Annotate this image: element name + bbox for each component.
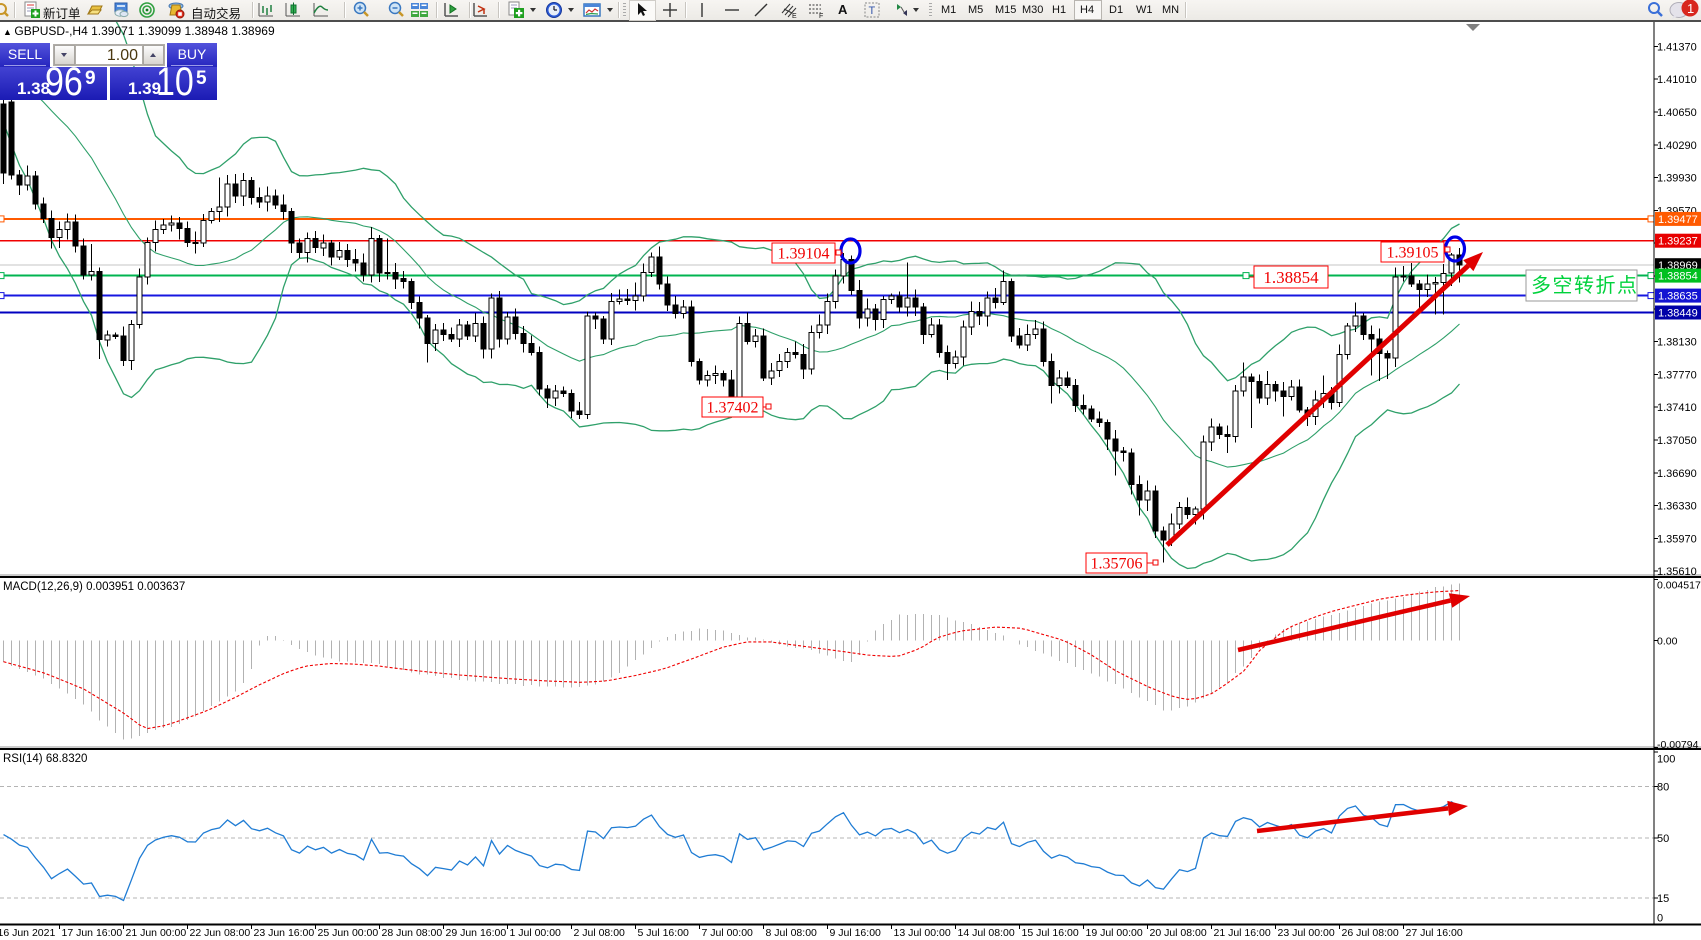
svg-text:9 Jul 16:00: 9 Jul 16:00 <box>830 927 882 939</box>
svg-text:1.35970: 1.35970 <box>1657 533 1697 545</box>
svg-text:23 Jun 16:00: 23 Jun 16:00 <box>254 927 315 939</box>
svg-text:1.39237: 1.39237 <box>1658 236 1698 248</box>
svg-text:8 Jul 08:00: 8 Jul 08:00 <box>766 927 818 939</box>
svg-text:1: 1 <box>1687 1 1694 16</box>
svg-text:23 Jul 00:00: 23 Jul 00:00 <box>1278 927 1335 939</box>
svg-text:1.39105: 1.39105 <box>1387 244 1439 261</box>
svg-text:29 Jun 16:00: 29 Jun 16:00 <box>446 927 507 939</box>
svg-text:1.36330: 1.36330 <box>1657 501 1697 513</box>
svg-text:13 Jul 00:00: 13 Jul 00:00 <box>894 927 951 939</box>
svg-text:1.35706: 1.35706 <box>1091 555 1143 572</box>
svg-text:▲ GBPUSD-,H4 1.39071 1.39099: ▲ GBPUSD-,H4 1.39071 1.39099 1.38948 1.3… <box>3 24 275 38</box>
svg-text:20 Jul 08:00: 20 Jul 08:00 <box>1150 927 1207 939</box>
svg-text:1.37770: 1.37770 <box>1657 369 1697 381</box>
svg-text:26 Jul 08:00: 26 Jul 08:00 <box>1342 927 1399 939</box>
svg-text:F: F <box>819 13 823 19</box>
svg-text:15: 15 <box>1657 893 1669 905</box>
svg-text:RSI(14) 68.8320: RSI(14) 68.8320 <box>3 753 87 765</box>
svg-text:14 Jul 08:00: 14 Jul 08:00 <box>958 927 1015 939</box>
svg-text:0: 0 <box>1657 913 1663 925</box>
svg-text:50: 50 <box>1657 833 1669 845</box>
svg-text:T: T <box>869 5 876 17</box>
svg-text:1.39930: 1.39930 <box>1657 173 1697 185</box>
svg-text:0.00: 0.00 <box>1657 636 1678 648</box>
svg-text:1.39477: 1.39477 <box>1658 214 1698 226</box>
svg-text:1.41370: 1.41370 <box>1657 41 1697 53</box>
svg-text:1.37410: 1.37410 <box>1657 402 1697 414</box>
svg-text:0.004517: 0.004517 <box>1657 580 1701 592</box>
svg-text:21 Jun 00:00: 21 Jun 00:00 <box>126 927 187 939</box>
svg-text:19 Jul 00:00: 19 Jul 00:00 <box>1086 927 1143 939</box>
svg-text:28 Jun 08:00: 28 Jun 08:00 <box>382 927 443 939</box>
svg-text:80: 80 <box>1657 781 1669 793</box>
svg-text:1.40290: 1.40290 <box>1657 140 1697 152</box>
svg-text:多空转折点: 多空转折点 <box>1531 274 1639 297</box>
svg-text:1 Jul 00:00: 1 Jul 00:00 <box>510 927 562 939</box>
svg-text:1.40650: 1.40650 <box>1657 107 1697 119</box>
svg-text:1.36690: 1.36690 <box>1657 468 1697 480</box>
svg-text:25 Jun 00:00: 25 Jun 00:00 <box>318 927 379 939</box>
svg-text:1.41010: 1.41010 <box>1657 74 1697 86</box>
svg-text:1.37050: 1.37050 <box>1657 435 1697 447</box>
svg-text:21 Jul 16:00: 21 Jul 16:00 <box>1214 927 1271 939</box>
svg-text:1.38854: 1.38854 <box>1263 268 1319 287</box>
svg-text:5 Jul 16:00: 5 Jul 16:00 <box>638 927 690 939</box>
svg-text:15 Jul 16:00: 15 Jul 16:00 <box>1022 927 1079 939</box>
svg-text:1.38449: 1.38449 <box>1658 308 1698 320</box>
svg-text:MACD(12,26,9) 0.003951 0.00363: MACD(12,26,9) 0.003951 0.003637 <box>3 581 185 593</box>
svg-text:17 Jun 16:00: 17 Jun 16:00 <box>62 927 123 939</box>
svg-text:1.37402: 1.37402 <box>707 399 759 416</box>
svg-text:100: 100 <box>1657 753 1675 765</box>
svg-text:2 Jul 08:00: 2 Jul 08:00 <box>574 927 626 939</box>
svg-text:1.38854: 1.38854 <box>1658 271 1698 283</box>
svg-text:1.35610: 1.35610 <box>1657 566 1697 578</box>
svg-text:E: E <box>792 13 797 19</box>
svg-text:27 Jul 16:00: 27 Jul 16:00 <box>1406 927 1463 939</box>
svg-text:-0.00794: -0.00794 <box>1657 739 1699 751</box>
svg-text:16 Jun 2021: 16 Jun 2021 <box>0 927 55 939</box>
svg-text:1.38130: 1.38130 <box>1657 337 1697 349</box>
svg-text:1.38635: 1.38635 <box>1658 291 1698 303</box>
svg-text:22 Jun 08:00: 22 Jun 08:00 <box>190 927 251 939</box>
svg-text:1.39104: 1.39104 <box>778 245 830 262</box>
svg-text:7 Jul 00:00: 7 Jul 00:00 <box>702 927 754 939</box>
